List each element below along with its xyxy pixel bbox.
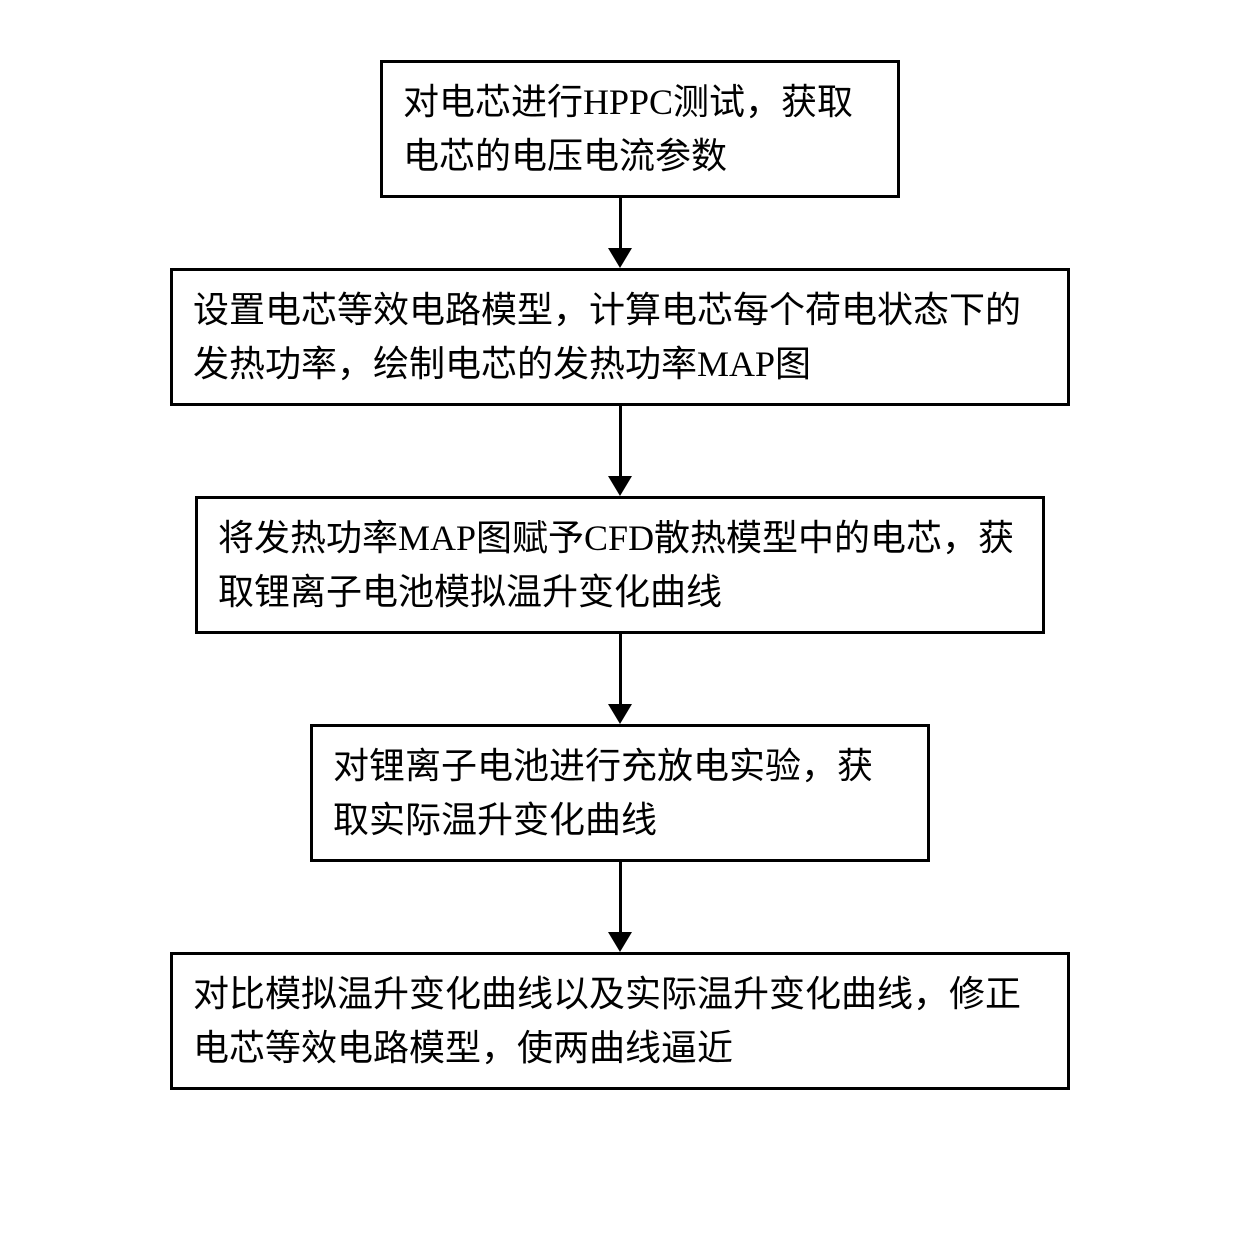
arrow-head-icon — [608, 932, 632, 952]
flowchart-arrow-2 — [608, 406, 632, 496]
step-text: 对比模拟温升变化曲线以及实际温升变化曲线，修正电芯等效电路模型，使两曲线逼近 — [193, 974, 1021, 1068]
flowchart-arrow-4 — [608, 862, 632, 952]
step-text: 设置电芯等效电路模型，计算电芯每个荷电状态下的发热功率，绘制电芯的发热功率MAP… — [193, 290, 1021, 384]
step-text: 对锂离子电池进行充放电实验，获取实际温升变化曲线 — [333, 746, 873, 840]
flowchart-container: 对电芯进行HPPC测试，获取电芯的电压电流参数 设置电芯等效电路模型，计算电芯每… — [170, 60, 1070, 1090]
arrow-line — [619, 198, 622, 248]
step-text: 对电芯进行HPPC测试，获取电芯的电压电流参数 — [403, 82, 853, 176]
arrow-head-icon — [608, 476, 632, 496]
flowchart-arrow-1 — [608, 198, 632, 268]
flowchart-step-4: 对锂离子电池进行充放电实验，获取实际温升变化曲线 — [310, 724, 930, 862]
flowchart-arrow-3 — [608, 634, 632, 724]
arrow-head-icon — [608, 704, 632, 724]
flowchart-step-2: 设置电芯等效电路模型，计算电芯每个荷电状态下的发热功率，绘制电芯的发热功率MAP… — [170, 268, 1070, 406]
arrow-line — [619, 634, 622, 704]
step-text: 将发热功率MAP图赋予CFD散热模型中的电芯，获取锂离子电池模拟温升变化曲线 — [218, 518, 1014, 612]
flowchart-step-1: 对电芯进行HPPC测试，获取电芯的电压电流参数 — [380, 60, 900, 198]
flowchart-step-5: 对比模拟温升变化曲线以及实际温升变化曲线，修正电芯等效电路模型，使两曲线逼近 — [170, 952, 1070, 1090]
arrow-line — [619, 406, 622, 476]
arrow-head-icon — [608, 248, 632, 268]
flowchart-step-3: 将发热功率MAP图赋予CFD散热模型中的电芯，获取锂离子电池模拟温升变化曲线 — [195, 496, 1045, 634]
arrow-line — [619, 862, 622, 932]
